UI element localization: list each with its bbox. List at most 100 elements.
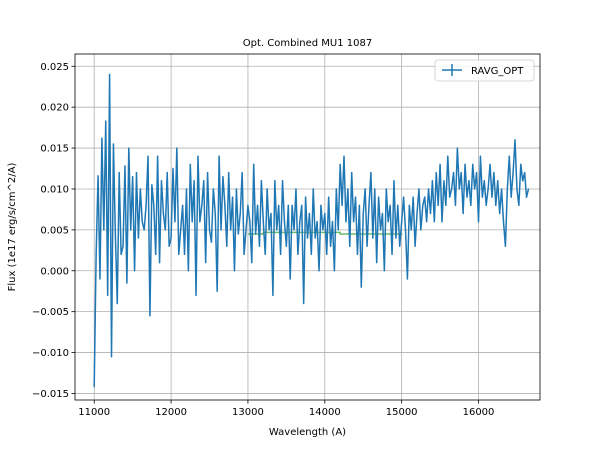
data-point	[520, 163, 522, 166]
data-point	[310, 253, 312, 255]
data-point	[320, 204, 322, 206]
data-point	[241, 172, 243, 174]
data-point	[314, 237, 316, 239]
data-point	[424, 196, 426, 198]
x-tick-label: 15000	[386, 407, 418, 418]
data-point	[304, 196, 307, 198]
data-point	[429, 212, 432, 215]
data-point	[514, 139, 516, 141]
data-point	[237, 233, 239, 235]
data-point	[452, 172, 455, 174]
data-point	[231, 196, 234, 198]
data-point	[397, 204, 399, 206]
data-point	[203, 180, 205, 182]
data-point	[489, 163, 491, 166]
data-point	[366, 245, 368, 247]
data-point	[303, 302, 305, 305]
data-point	[258, 245, 261, 247]
chart-title: Opt. Combined MU1 1087	[243, 38, 372, 49]
data-point	[516, 188, 518, 190]
data-point	[212, 188, 214, 190]
data-point	[214, 212, 216, 215]
data-point	[368, 204, 370, 206]
data-point	[126, 282, 128, 284]
data-point	[130, 229, 132, 231]
data-point	[381, 212, 384, 215]
x-axis-label: Wavelength (A)	[269, 427, 346, 438]
data-point	[318, 270, 320, 272]
data-point	[364, 188, 366, 190]
data-point	[145, 204, 147, 206]
data-point	[107, 294, 109, 296]
data-point	[502, 221, 505, 223]
data-point	[312, 188, 314, 190]
data-point	[493, 172, 495, 174]
data-point	[260, 180, 262, 182]
data-point	[172, 167, 174, 170]
data-point	[157, 155, 159, 157]
data-point	[349, 245, 351, 247]
data-point	[224, 204, 226, 206]
data-point	[197, 155, 199, 157]
data-point	[439, 163, 441, 166]
data-point	[324, 212, 326, 215]
data-point	[112, 143, 115, 145]
y-tick-label: 0.015	[40, 144, 69, 155]
data-point	[182, 204, 184, 206]
data-point	[108, 73, 111, 76]
data-point	[170, 237, 172, 239]
data-point	[168, 245, 170, 247]
y-tick-label: −0.010	[32, 348, 69, 359]
data-point	[401, 221, 403, 223]
data-point	[527, 188, 530, 190]
data-point	[160, 180, 163, 182]
data-point	[308, 212, 311, 215]
data-point	[124, 165, 126, 167]
y-tick-label: 0.000	[40, 266, 69, 277]
plot-frame	[74, 53, 541, 401]
data-point	[426, 221, 428, 223]
data-point	[220, 229, 222, 231]
data-point	[433, 221, 435, 223]
data-point	[295, 188, 297, 190]
data-point	[391, 253, 393, 255]
data-point	[441, 221, 443, 223]
data-point	[353, 221, 355, 223]
data-point	[335, 188, 337, 190]
data-point	[326, 253, 328, 255]
data-point	[395, 237, 397, 239]
data-point	[399, 245, 401, 247]
data-point	[297, 253, 299, 255]
data-point	[191, 221, 193, 223]
data-point	[193, 180, 195, 182]
data-point	[379, 229, 382, 231]
data-point	[370, 172, 372, 174]
data-point	[485, 204, 487, 206]
data-point	[354, 196, 357, 198]
data-point	[174, 221, 176, 223]
data-point	[266, 188, 268, 190]
data-point	[291, 204, 293, 206]
data-point	[293, 229, 295, 231]
data-point	[518, 204, 520, 206]
data-point	[110, 356, 113, 358]
data-point	[97, 175, 99, 177]
data-point	[491, 196, 493, 198]
data-point	[437, 204, 439, 206]
x-tick-label: 12000	[155, 407, 187, 418]
data-point	[345, 221, 347, 223]
data-point	[178, 253, 180, 255]
legend: RAVG_OPT	[434, 59, 535, 82]
data-point	[479, 155, 482, 157]
data-point	[420, 229, 422, 231]
data-point	[468, 180, 470, 182]
data-point	[199, 221, 201, 223]
y-tick-label: 0.020	[40, 103, 69, 114]
data-point	[422, 204, 424, 206]
data-point	[406, 278, 409, 280]
data-point	[387, 221, 389, 223]
data-point	[525, 196, 528, 198]
data-point	[103, 229, 105, 231]
data-point	[195, 294, 197, 296]
